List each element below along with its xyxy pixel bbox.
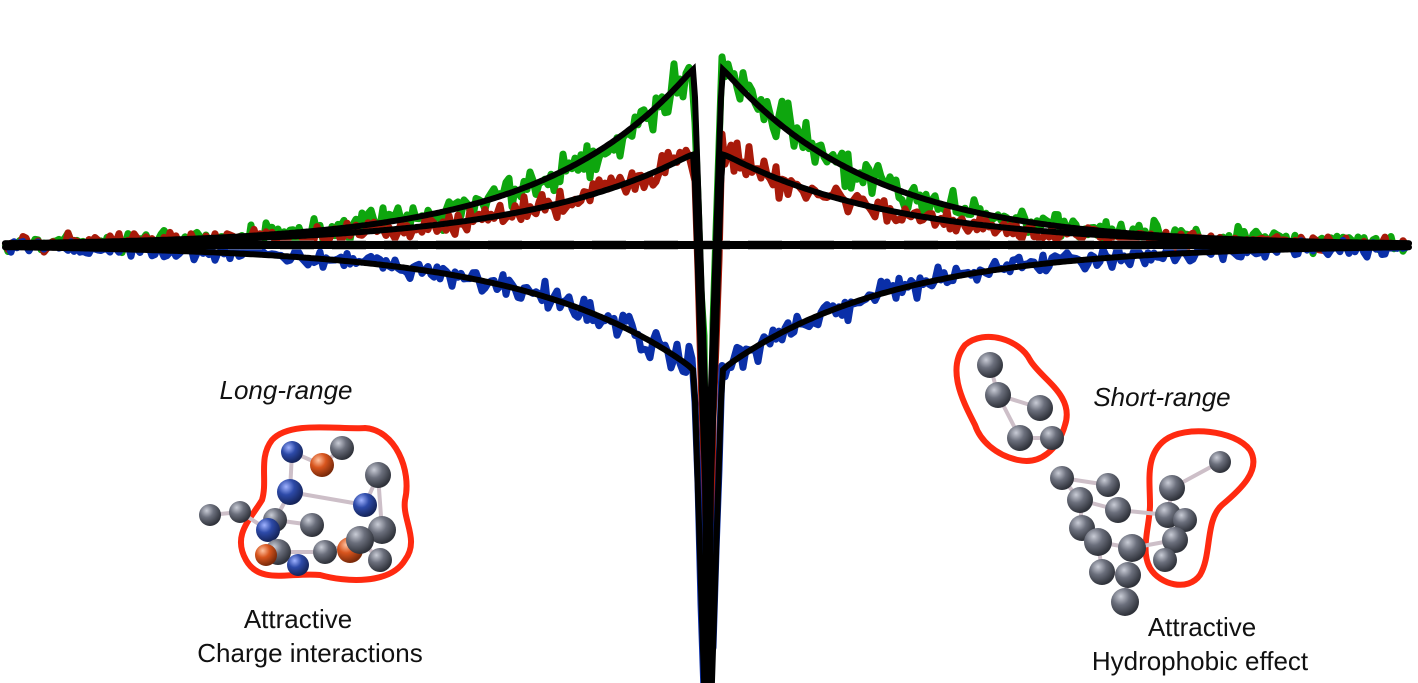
- blue-fit-curve: [2, 244, 1412, 683]
- long-range-effect-line-1: Attractive: [244, 604, 352, 634]
- short-range-effect-line-1: Attractive: [1148, 612, 1256, 642]
- short-range-beads: [977, 352, 1231, 616]
- short-range-highlight-outline-lower: [1142, 428, 1257, 588]
- short-range-label: Short-range: [1093, 382, 1230, 412]
- long-range-beads: [199, 436, 396, 576]
- long-range-effect-line-2: Charge interactions: [197, 638, 422, 668]
- fit-curves: [2, 63, 1412, 683]
- long-range-molecule: [199, 424, 414, 583]
- short-range-molecule: [953, 333, 1257, 616]
- short-range-effect-line-2: Hydrophobic effect: [1092, 646, 1309, 676]
- long-range-label: Long-range: [220, 375, 353, 405]
- long-range-highlight-outline: [237, 424, 414, 583]
